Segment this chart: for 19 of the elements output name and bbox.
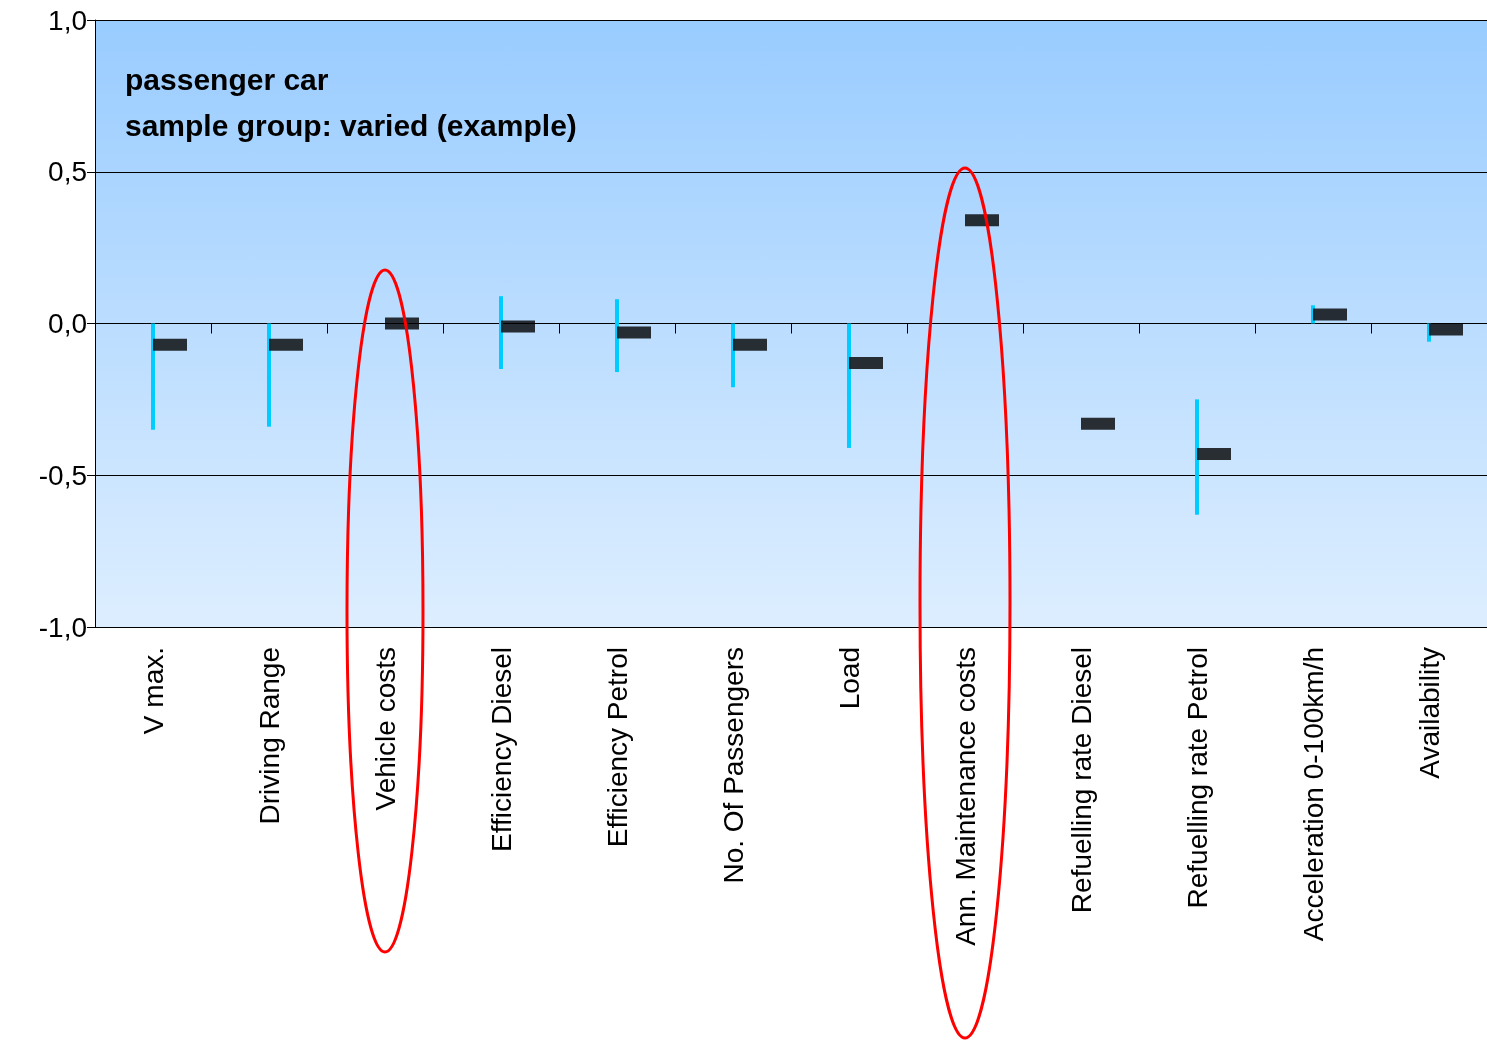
x-tick-label: No. Of Passengers (717, 647, 749, 884)
annotation: passenger car (125, 62, 329, 96)
annotation: sample group: varied (example) (125, 108, 577, 142)
x-tick-label: V max. (137, 647, 169, 735)
x-tick-label: Load (833, 647, 865, 710)
y-tick-label: 0,5 (48, 156, 87, 188)
x-tick-label: Availability (1413, 647, 1445, 779)
x-tick-label: Efficiency Diesel (485, 647, 517, 852)
x-tick-label: Vehicle costs (369, 647, 401, 811)
x-tick-label: Efficiency Petrol (601, 647, 633, 848)
y-tick-label: 0,0 (48, 308, 87, 339)
y-tick-label: -1,0 (38, 611, 87, 643)
x-tick-label: Ann. Maintenance costs (949, 647, 981, 946)
x-tick-label: Driving Range (253, 647, 285, 825)
y-tick-label: 1,0 (48, 4, 87, 36)
x-tick-label: Refuelling rate Petrol (1181, 647, 1213, 909)
x-tick-label: Acceleration 0-100km/h (1297, 647, 1329, 942)
y-tick-label: -0,5 (38, 459, 87, 491)
x-tick-label: Refuelling rate Diesel (1065, 647, 1097, 914)
